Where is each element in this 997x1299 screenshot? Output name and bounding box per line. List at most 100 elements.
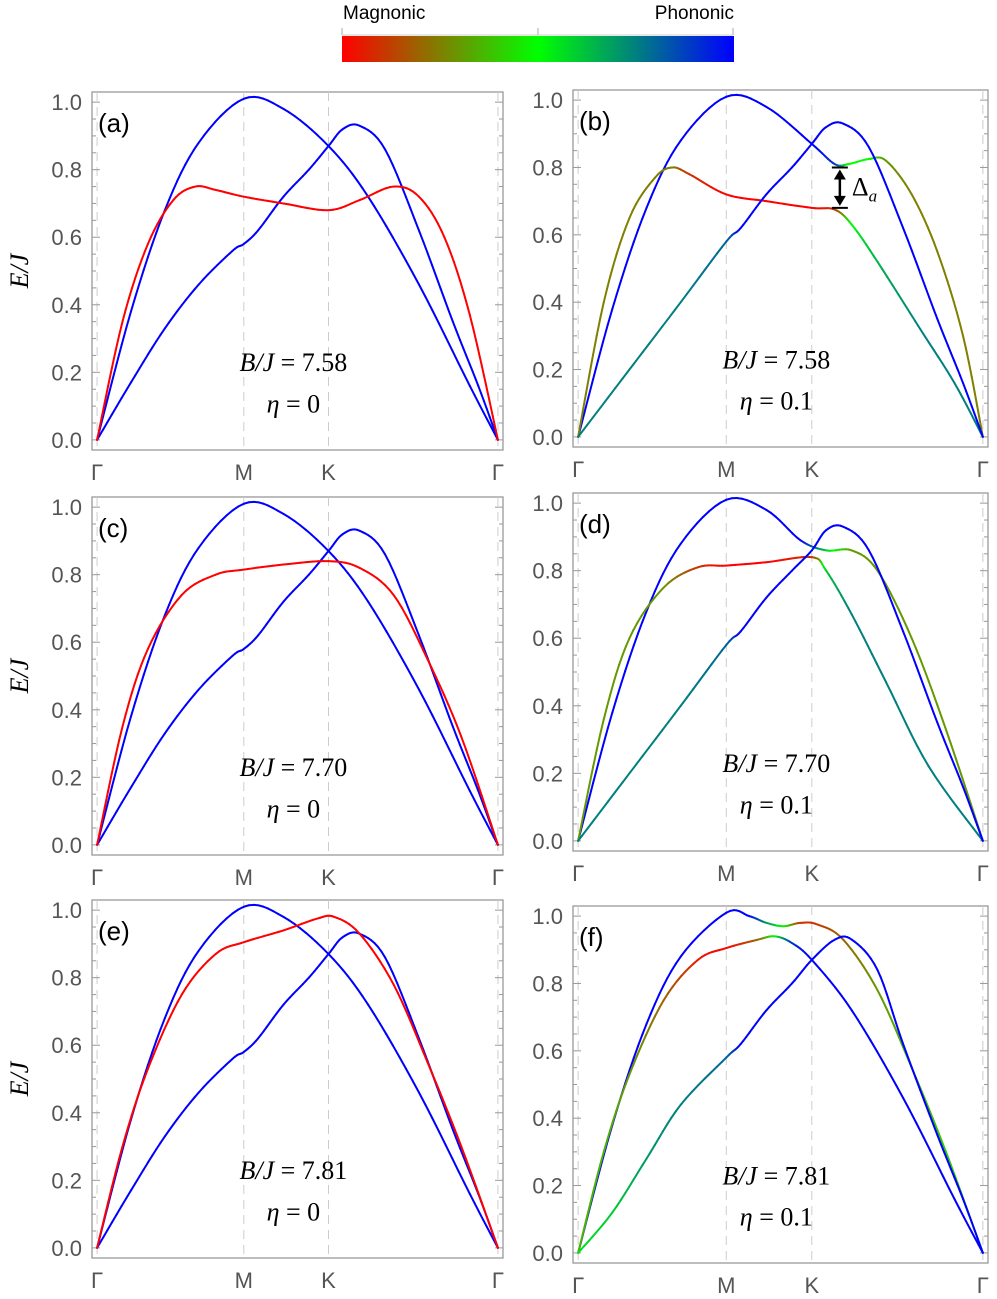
band-segment — [167, 604, 175, 613]
band-segment — [392, 593, 399, 603]
band-segment — [956, 367, 962, 377]
band-segment — [770, 201, 779, 204]
band-segment — [304, 931, 313, 939]
band-segment — [489, 424, 495, 433]
band-segment — [435, 681, 442, 695]
band-segment — [115, 396, 123, 408]
y-tick-label: 0.6 — [532, 626, 563, 651]
band-segment — [216, 1067, 223, 1075]
band-segment — [468, 362, 474, 373]
band-segment — [618, 233, 625, 246]
x-tick-label: Γ — [977, 457, 989, 482]
band-segment — [910, 249, 918, 264]
band-segment — [491, 423, 496, 432]
band-segment — [889, 1015, 896, 1028]
band-segment — [588, 353, 595, 376]
band-segment — [970, 1221, 976, 1231]
band-segment — [919, 328, 926, 338]
band-segment — [872, 254, 879, 263]
band-segment — [927, 680, 934, 694]
band-segment — [299, 524, 307, 531]
band-segment — [953, 763, 959, 774]
band-segment — [910, 1065, 917, 1080]
band-segment — [447, 703, 454, 716]
band-segment — [362, 937, 369, 945]
band-segment — [391, 569, 399, 582]
band-segment — [657, 572, 664, 584]
band-segment — [367, 1003, 375, 1015]
band-segment — [184, 964, 191, 974]
band-segment — [958, 1207, 965, 1219]
band-segment — [581, 423, 589, 433]
band-segment — [202, 1081, 209, 1089]
band-segment — [211, 669, 219, 676]
y-tick-label: 0.0 — [51, 1236, 82, 1261]
band-segment — [98, 833, 105, 842]
band-segment — [142, 353, 149, 363]
band-segment — [940, 731, 946, 742]
band-segment — [452, 260, 458, 272]
x-tick-label: Γ — [977, 861, 989, 886]
band-segment — [922, 1135, 932, 1152]
band-segment — [180, 986, 188, 996]
band-segment — [443, 1101, 450, 1115]
band-segment — [404, 195, 412, 210]
band-segment — [976, 1236, 981, 1245]
band-segment — [941, 786, 952, 800]
band-3 — [577, 121, 984, 438]
band-segment — [597, 341, 604, 362]
band-segment — [98, 1236, 105, 1245]
band-segment — [143, 242, 149, 253]
band-segment — [216, 259, 223, 267]
band-segment — [443, 299, 451, 313]
band-segment — [956, 1183, 962, 1193]
band-segment — [155, 1141, 162, 1151]
band-segment — [645, 1150, 652, 1160]
band-segment — [208, 526, 217, 535]
band-segment — [444, 741, 454, 757]
band-segment — [592, 406, 602, 418]
band-segment — [168, 189, 175, 201]
band-segment — [486, 1226, 492, 1235]
band-segment — [417, 1091, 427, 1106]
band-segment — [465, 355, 471, 365]
band-segment — [134, 367, 141, 377]
eta-value: = 0 — [280, 389, 321, 418]
band-segment — [465, 760, 471, 770]
band-segment — [888, 1002, 894, 1015]
band-segment — [327, 145, 335, 153]
band-segment — [322, 947, 330, 956]
band-segment — [884, 182, 891, 196]
band-segment — [871, 556, 878, 568]
band-segment — [125, 715, 132, 734]
band-segment — [959, 323, 965, 337]
y-axis-label: E/J — [5, 657, 34, 694]
band-segment — [153, 222, 159, 231]
band-segment — [710, 252, 719, 262]
band-segment — [193, 688, 200, 696]
band-segment — [956, 771, 962, 781]
band-segment — [583, 396, 590, 415]
band-segment — [342, 969, 349, 978]
band-segment — [601, 323, 609, 344]
band-segment — [180, 568, 187, 579]
band-segment — [489, 1232, 495, 1241]
band-segment — [405, 1067, 414, 1082]
band-segment — [867, 973, 875, 984]
band-segment — [888, 596, 896, 611]
band-segment — [666, 1116, 673, 1126]
band-segment — [621, 645, 627, 657]
band-segment — [443, 694, 450, 706]
band-segment — [192, 141, 200, 151]
band-segment — [949, 290, 955, 303]
band-segment — [971, 826, 980, 837]
band-segment — [439, 1095, 446, 1110]
band-segment — [964, 347, 970, 364]
band-segment — [115, 748, 123, 770]
band-segment — [612, 673, 618, 686]
band-segment — [653, 994, 660, 1006]
band-segment — [150, 1048, 157, 1061]
band-segment — [462, 347, 468, 358]
band-segment — [168, 594, 175, 606]
band-segment — [146, 648, 154, 664]
